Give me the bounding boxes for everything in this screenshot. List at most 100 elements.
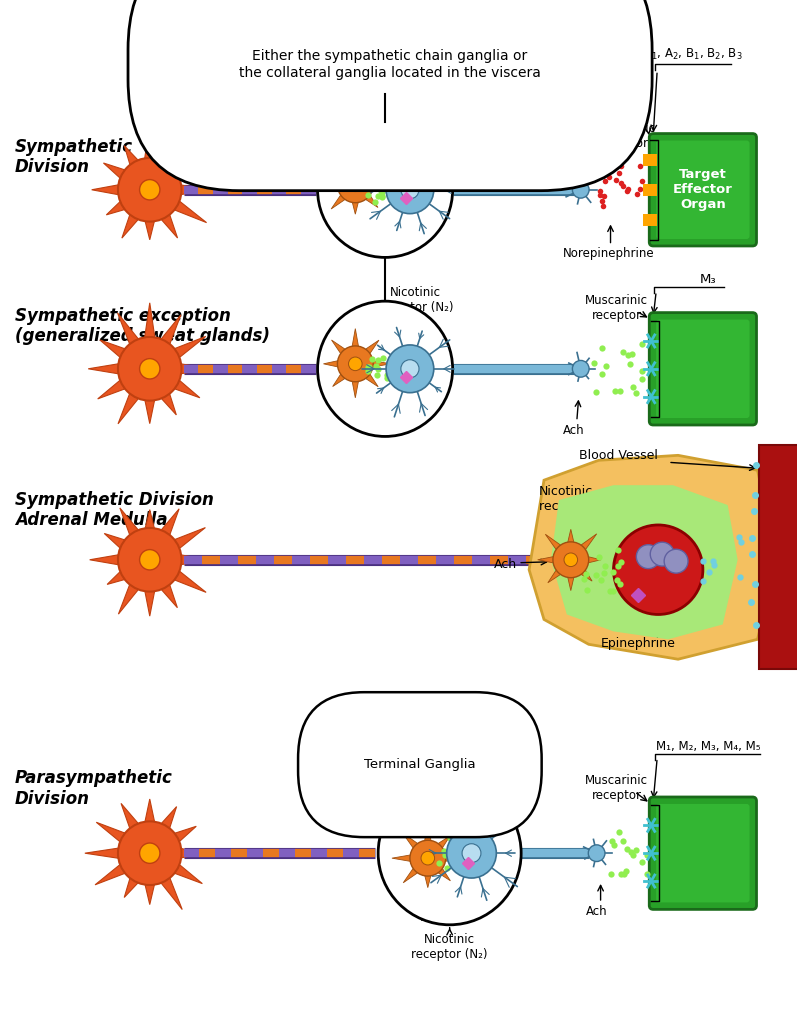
Polygon shape bbox=[363, 341, 379, 356]
Text: Nicotinic
receptor (N₂): Nicotinic receptor (N₂) bbox=[377, 287, 453, 315]
Text: Muscarinic
receptor: Muscarinic receptor bbox=[585, 773, 648, 802]
Circle shape bbox=[139, 358, 160, 379]
Text: Either the sympathetic chain ganglia or
the collateral ganglia located in the vi: Either the sympathetic chain ganglia or … bbox=[239, 50, 541, 80]
Polygon shape bbox=[104, 533, 130, 552]
Text: Ach: Ach bbox=[354, 241, 376, 255]
Polygon shape bbox=[100, 339, 130, 360]
Circle shape bbox=[118, 528, 182, 592]
Circle shape bbox=[139, 842, 160, 863]
Circle shape bbox=[386, 345, 434, 392]
Text: Blood Vessel: Blood Vessel bbox=[579, 449, 658, 463]
Circle shape bbox=[421, 852, 434, 865]
Circle shape bbox=[378, 781, 521, 925]
Circle shape bbox=[553, 542, 589, 578]
Polygon shape bbox=[144, 799, 155, 826]
Circle shape bbox=[118, 822, 182, 885]
Circle shape bbox=[650, 542, 674, 566]
Polygon shape bbox=[158, 874, 182, 910]
Circle shape bbox=[401, 181, 419, 199]
Circle shape bbox=[386, 166, 434, 213]
Polygon shape bbox=[96, 822, 130, 845]
Polygon shape bbox=[122, 210, 141, 238]
Text: Nicotinic
receptor (N₂): Nicotinic receptor (N₂) bbox=[411, 933, 488, 960]
Circle shape bbox=[139, 550, 160, 570]
Polygon shape bbox=[170, 528, 206, 552]
Polygon shape bbox=[352, 200, 359, 214]
Text: Target
Effector
Organ: Target Effector Organ bbox=[673, 169, 733, 211]
FancyBboxPatch shape bbox=[650, 134, 757, 246]
Polygon shape bbox=[158, 146, 175, 169]
Polygon shape bbox=[106, 199, 130, 215]
Polygon shape bbox=[144, 395, 155, 423]
Polygon shape bbox=[567, 529, 574, 544]
Polygon shape bbox=[567, 575, 574, 591]
Circle shape bbox=[349, 357, 362, 371]
FancyBboxPatch shape bbox=[656, 804, 750, 903]
Text: Norepinephrine: Norepinephrine bbox=[562, 247, 654, 261]
Text: Ach: Ach bbox=[421, 911, 442, 924]
Polygon shape bbox=[120, 508, 141, 539]
Circle shape bbox=[564, 553, 578, 566]
Polygon shape bbox=[333, 372, 347, 386]
Polygon shape bbox=[436, 866, 450, 881]
Polygon shape bbox=[318, 181, 340, 188]
Text: Nicotinic
receptor (N₂): Nicotinic receptor (N₂) bbox=[539, 485, 620, 513]
Circle shape bbox=[318, 301, 453, 437]
Polygon shape bbox=[170, 164, 194, 181]
Polygon shape bbox=[170, 199, 206, 223]
Circle shape bbox=[588, 845, 605, 861]
Polygon shape bbox=[118, 389, 141, 424]
Polygon shape bbox=[579, 534, 597, 552]
Bar bbox=[643, 154, 658, 166]
Polygon shape bbox=[363, 372, 378, 387]
Polygon shape bbox=[546, 534, 562, 552]
Circle shape bbox=[338, 167, 373, 203]
Polygon shape bbox=[352, 379, 359, 397]
Circle shape bbox=[572, 181, 589, 198]
Polygon shape bbox=[363, 193, 378, 207]
Polygon shape bbox=[144, 880, 155, 905]
Polygon shape bbox=[548, 568, 562, 583]
Text: Ach: Ach bbox=[563, 423, 585, 437]
Polygon shape bbox=[331, 193, 347, 209]
Polygon shape bbox=[331, 339, 347, 356]
Polygon shape bbox=[158, 315, 181, 348]
Circle shape bbox=[349, 178, 362, 191]
Polygon shape bbox=[118, 581, 141, 614]
Polygon shape bbox=[436, 836, 450, 850]
Text: Sympathetic exception
(generalized sweat glands): Sympathetic exception (generalized sweat… bbox=[14, 306, 270, 346]
Text: Ach: Ach bbox=[354, 420, 376, 434]
Text: Adrenergic
receptor: Adrenergic receptor bbox=[591, 122, 655, 150]
Text: Sympathetic Division
Adrenal Medulla: Sympathetic Division Adrenal Medulla bbox=[14, 491, 214, 530]
Text: Ach: Ach bbox=[586, 905, 607, 918]
Polygon shape bbox=[551, 485, 738, 640]
Polygon shape bbox=[158, 509, 179, 539]
FancyBboxPatch shape bbox=[656, 141, 750, 239]
Text: A$_1$, A$_2$, B$_1$, B$_2$, B$_3$: A$_1$, A$_2$, B$_1$, B$_2$, B$_3$ bbox=[643, 47, 742, 62]
Polygon shape bbox=[323, 360, 340, 367]
Polygon shape bbox=[177, 848, 202, 859]
Polygon shape bbox=[170, 826, 196, 845]
Polygon shape bbox=[121, 803, 141, 832]
Circle shape bbox=[118, 337, 182, 401]
Polygon shape bbox=[352, 328, 359, 349]
Polygon shape bbox=[124, 146, 141, 169]
Polygon shape bbox=[424, 824, 431, 842]
Circle shape bbox=[401, 360, 419, 378]
FancyBboxPatch shape bbox=[650, 797, 757, 910]
Circle shape bbox=[446, 828, 496, 878]
Text: Ach: Ach bbox=[494, 558, 517, 571]
Circle shape bbox=[572, 360, 589, 377]
FancyBboxPatch shape bbox=[656, 320, 750, 418]
Text: M₃: M₃ bbox=[699, 273, 716, 286]
Polygon shape bbox=[177, 184, 206, 196]
Polygon shape bbox=[363, 159, 380, 177]
Circle shape bbox=[636, 544, 660, 568]
Polygon shape bbox=[170, 862, 202, 884]
Polygon shape bbox=[92, 184, 122, 196]
Text: M₁, M₂, M₃, M₄, M₅: M₁, M₂, M₃, M₄, M₅ bbox=[655, 740, 760, 753]
Polygon shape bbox=[424, 874, 431, 888]
Circle shape bbox=[118, 158, 182, 221]
Polygon shape bbox=[124, 874, 141, 897]
Polygon shape bbox=[538, 556, 556, 563]
